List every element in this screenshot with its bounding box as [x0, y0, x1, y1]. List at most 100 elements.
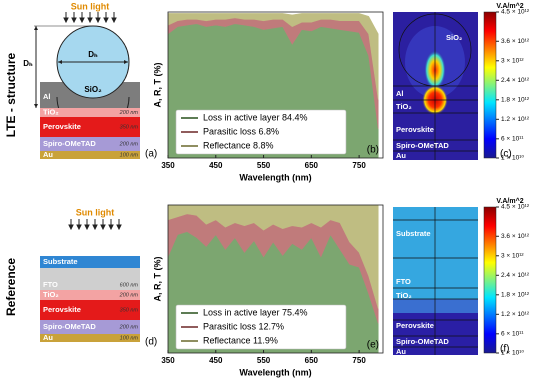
layer-label: Al	[43, 92, 51, 101]
diameter-label: Dₕ	[88, 50, 98, 59]
colorbar-tick-label: 2.4 × 10¹²	[501, 77, 530, 84]
region-label: SiO₂	[446, 33, 462, 42]
panel-label: (b)	[367, 145, 379, 156]
colorbar-tick-label: 2.4 × 10¹²	[501, 272, 530, 279]
colorbar-tick-label: 1 × 10¹⁰	[501, 155, 524, 162]
thickness: 100 nm	[120, 335, 139, 341]
thickness: 600 nm	[120, 282, 139, 288]
region-label: Spiro-OMeTAD	[396, 337, 449, 346]
region-label: Au	[396, 151, 406, 160]
layer-label: Spiro-OMeTAD	[43, 139, 96, 148]
area	[168, 13, 379, 100]
sun-label: Sun light	[76, 207, 115, 217]
thickness: 200 nm	[119, 292, 139, 298]
colorbar-tick-label: 1.2 × 10¹²	[501, 311, 530, 318]
legend-box	[175, 304, 347, 350]
map-region	[393, 299, 478, 313]
field-map: Substrate FTO TiO₂ Perovskite Spiro-OMeT…	[393, 207, 478, 356]
colorbar-tick-label: 4.5 × 10¹²	[501, 204, 530, 211]
legend-label: Reflectance 8.8%	[203, 140, 274, 150]
region-label: TiO₂	[396, 291, 412, 300]
x-tick-label: 650	[305, 161, 319, 170]
colorbar-tick-label: 3 × 10¹²	[501, 252, 524, 259]
x-tick-label: 450	[209, 356, 223, 365]
schematic: Sun light Substrate FTO 600 nm TiO₂ 200 …	[40, 207, 157, 348]
colorbar-title: V.A/m^2	[496, 197, 523, 205]
x-axis-label: Wavelength (nm)	[239, 367, 311, 377]
layer-lines	[393, 207, 478, 355]
layer-label: Perovskite	[43, 305, 81, 314]
colorbar-tick-label: 3.6 × 10¹²	[501, 233, 530, 240]
layer-label: Perovskite	[43, 122, 81, 131]
x-tick-label: 750	[352, 356, 366, 365]
layer	[40, 334, 140, 342]
legend-label: Parasitic loss 6.8%	[203, 126, 279, 136]
colorbar-tick-label: 6 × 10¹¹	[501, 331, 524, 338]
region-label: Au	[396, 347, 406, 356]
colorbar-tick-label: 1 × 10¹⁰	[501, 350, 524, 357]
region-label: Perovskite	[396, 125, 434, 134]
legend-label: Loss in active layer 84.4%	[203, 112, 308, 122]
x-tick-label: 550	[257, 356, 271, 365]
layer-lines	[393, 12, 478, 160]
thickness: 200 nm	[119, 110, 139, 116]
y-axis-label: A, R, T (%)	[152, 257, 162, 302]
layer	[40, 117, 140, 137]
region-label: Perovskite	[396, 321, 434, 330]
region-label: FTO	[396, 277, 411, 286]
thickness: 200 nm	[119, 324, 139, 330]
field-map: SiO₂ Al TiO₂ Perovskite Spiro-OMeTAD Au	[393, 12, 478, 160]
colorbar	[483, 206, 497, 354]
thickness: 350 nm	[120, 307, 139, 313]
colorbar	[483, 11, 497, 159]
x-tick-label: 350	[161, 356, 175, 365]
plot-frame	[167, 204, 384, 354]
sun-arrows	[63, 12, 117, 24]
layer	[40, 300, 140, 320]
row-label: LTE - structure	[4, 52, 18, 137]
legend-label: Reflectance 11.9%	[203, 335, 278, 345]
panel-label: (c)	[500, 149, 512, 160]
sun-arrows	[68, 219, 122, 231]
region-label: Spiro-OMeTAD	[396, 141, 449, 150]
legend-label: Loss in active layer 75.4%	[203, 307, 308, 317]
colorbar-title: V.A/m^2	[496, 2, 523, 10]
colorbar-tick-label: 1.8 × 10¹²	[501, 292, 530, 299]
panel-label: (d)	[145, 337, 157, 348]
plot-frame	[167, 11, 384, 159]
layer-label: Au	[43, 150, 53, 159]
x-tick-label: 350	[161, 161, 175, 170]
layer	[40, 290, 140, 300]
layer	[40, 268, 140, 290]
row-label: Reference	[4, 258, 18, 316]
region-label: Substrate	[396, 229, 431, 238]
colorbar-tick-label: 6 × 10¹¹	[501, 136, 524, 143]
region-label: Al	[396, 89, 404, 98]
layer-label: Au	[43, 333, 53, 342]
layer	[40, 108, 140, 117]
legend-box	[175, 109, 347, 155]
colorbar-tick-label: 3 × 10¹²	[501, 57, 524, 64]
layer	[40, 151, 140, 159]
colorbar-tick-label: 3.6 × 10¹²	[501, 38, 530, 45]
schematic: Sun light Dₕ Dₕ SiO₂ Al TiO₂ 200 nm Pero…	[23, 1, 157, 159]
colorbar-tick-label: 1.8 × 10¹²	[501, 97, 530, 104]
layer-label: Substrate	[43, 257, 78, 266]
sphere-label: SiO₂	[84, 85, 102, 94]
layer-label: TiO₂	[43, 107, 59, 116]
map-region	[393, 207, 478, 299]
x-tick-label: 750	[352, 161, 366, 170]
thickness: 100 nm	[120, 152, 139, 158]
layer	[40, 320, 140, 334]
y-axis-label: A, R, T (%)	[152, 63, 162, 108]
x-axis-label: Wavelength (nm)	[239, 172, 311, 182]
x-tick-label: 550	[257, 161, 271, 170]
thickness: 350 nm	[120, 124, 139, 130]
layer	[40, 137, 140, 151]
panel-label: (e)	[367, 340, 379, 351]
thickness: 200 nm	[119, 141, 139, 147]
panel-label: (a)	[145, 149, 157, 160]
layer	[40, 256, 140, 268]
colorbar-tick-label: 1.2 × 10¹²	[501, 116, 530, 123]
